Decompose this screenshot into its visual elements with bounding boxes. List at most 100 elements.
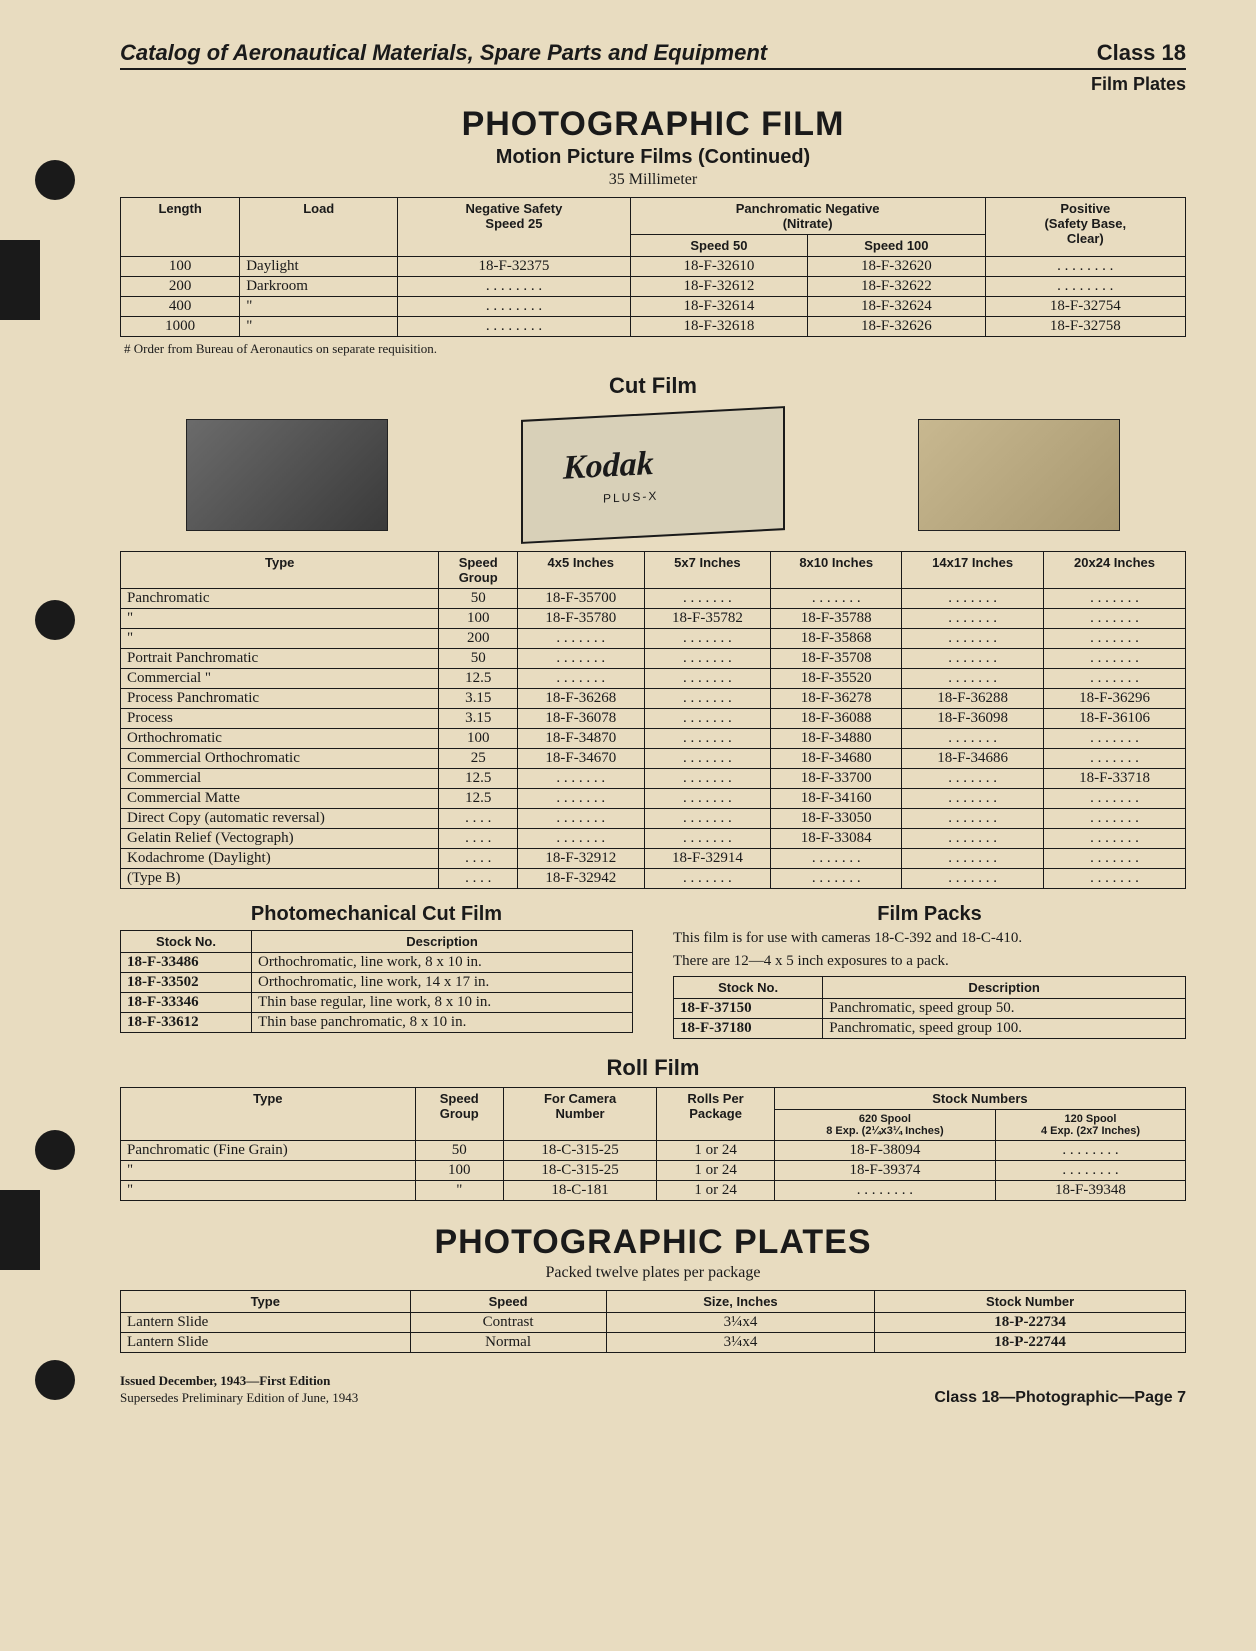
table-cell: 18-F-32758 [985,317,1185,337]
col-stock: Stock No. [674,977,823,999]
table-row: 400". . . . . . . .18-F-3261418-F-326241… [121,297,1186,317]
col-type: Type [121,1291,411,1313]
table-cell: . . . . . . . [644,769,771,789]
table-cell: 18-F-32754 [985,297,1185,317]
col-type: Type [121,552,439,589]
table-cell: 18-F-32914 [644,849,771,869]
table-cell: 18-C-181 [503,1181,656,1201]
table-cell: 3¼x4 [606,1333,875,1353]
table-row: Lantern SlideContrast3¼x418-P-22734 [121,1313,1186,1333]
col-8x10: 8x10 Inches [771,552,902,589]
col-camera: For Camera Number [503,1088,656,1141]
table-cell: Darkroom [240,277,398,297]
table-row: Gelatin Relief (Vectograph). . . .. . . … [121,829,1186,849]
film-pack-image [186,419,388,531]
table-cell: . . . . . . . [517,829,644,849]
table-cell: . . . . [439,809,518,829]
table-cell: Lantern Slide [121,1333,411,1353]
table-cell: . . . . [439,869,518,889]
table-cell: 18-F-36278 [771,689,902,709]
table-row: Panchromatic5018-F-35700. . . . . . .. .… [121,589,1186,609]
table-cell: " [121,1161,416,1181]
table-cell: Panchromatic, speed group 50. [823,999,1186,1019]
table-cell: . . . . . . . [644,869,771,889]
table-row: (Type B). . . .18-F-32942. . . . . . .. … [121,869,1186,889]
table-cell: . . . . . . . [1044,589,1186,609]
table-cell: . . . . . . . [1044,829,1186,849]
table-row: Direct Copy (automatic reversal). . . ..… [121,809,1186,829]
table-cell: 18-F-39348 [995,1181,1185,1201]
table-cell: 18-F-35780 [517,609,644,629]
table-footnote: # Order from Bureau of Aeronautics on se… [124,341,1186,357]
table-cell: Thin base panchromatic, 8 x 10 in. [252,1013,633,1033]
col-stock: Stock No. [121,931,252,953]
table-cell: . . . . . . . [517,769,644,789]
table-cell: 18-F-34160 [771,789,902,809]
table-cell: 18-F-35708 [771,649,902,669]
table-row: Portrait Panchromatic50 . . . . . . . . . … [121,649,1186,669]
table-cell: 1000 [121,317,240,337]
table-cell: 18-F-34670 [517,749,644,769]
table-cell: 18-P-22734 [875,1313,1186,1333]
table-cell: 18-F-33612 [121,1013,252,1033]
table-cell: 18-F-34870 [517,729,644,749]
table-cell: 3.15 [439,709,518,729]
table-cell: . . . . . . . . [774,1181,995,1201]
rollfilm-title: Roll Film [120,1055,1186,1081]
table-cell: 18-F-34680 [771,749,902,769]
table-cell: 18-F-33346 [121,993,252,1013]
table-cell: 25 [439,749,518,769]
table-row: 18-F-37150Panchromatic, speed group 50. [674,999,1186,1019]
filmpacks-desc2: There are 12—4 x 5 inch exposures to a p… [673,953,1186,970]
table-cell: 18-F-32626 [808,317,985,337]
table-row: Lantern SlideNormal3¼x418-P-22744 [121,1333,1186,1353]
table-cell: Kodachrome (Daylight) [121,849,439,869]
table-cell: 3¼x4 [606,1313,875,1333]
kodak-box-image: PLUS-X [521,406,785,544]
table-cell: 18-F-37150 [674,999,823,1019]
table-cell: . . . . . . . [644,589,771,609]
table-cell: . . . . . . . [902,789,1044,809]
table-cell: 18-F-39374 [774,1161,995,1181]
table-cell: 18-F-36268 [517,689,644,709]
col-stocknums: Stock Numbers [774,1088,1185,1110]
table-cell: . . . . . . . [644,809,771,829]
table-cell: 18-F-32942 [517,869,644,889]
table-cell: 50 [439,649,518,669]
table-row: Process Panchromatic3.1518-F-36268. . . … [121,689,1186,709]
punch-hole-icon [35,600,75,640]
motion-picture-table: Length Load Negative Safety Speed 25 Pan… [120,197,1186,337]
table-cell: . . . . . . . [644,629,771,649]
table-row: ""18-C-1811 or 24. . . . . . . .18-F-393… [121,1181,1186,1201]
table-cell: 200 [121,277,240,297]
table-cell: 50 [439,589,518,609]
footer-page-ref: Class 18—Photographic—Page 7 [934,1389,1186,1407]
table-cell: . . . . . . . [1044,729,1186,749]
table-cell: Portrait Panchromatic [121,649,439,669]
col-load: Load [240,198,398,257]
table-cell: . . . . . . . [517,789,644,809]
col-stock: Stock Number [875,1291,1186,1313]
film-box-image [918,419,1120,531]
table-cell: Contrast [410,1313,606,1333]
table-cell: 12.5 [439,669,518,689]
table-cell: . . . . . . . [644,689,771,709]
table-row: Kodachrome (Daylight). . . .18-F-3291218… [121,849,1186,869]
table-cell: " [415,1181,503,1201]
table-cell: . . . . . . . [902,669,1044,689]
col-rolls: Rolls Per Package [657,1088,775,1141]
table-cell: . . . . . . . [644,649,771,669]
table-cell: . . . . . . . [902,809,1044,829]
table-cell: Direct Copy (automatic reversal) [121,809,439,829]
table-cell: 18-F-36088 [771,709,902,729]
table-cell: . . . . . . . [902,829,1044,849]
table-cell: 18-F-33050 [771,809,902,829]
table-cell: 18-P-22744 [875,1333,1186,1353]
table-cell: . . . . . . . . [995,1161,1185,1181]
table-cell: Panchromatic [121,589,439,609]
table-cell: " [121,609,439,629]
table-cell: 18-F-35868 [771,629,902,649]
table-cell: . . . . . . . [1044,649,1186,669]
table-cell: Daylight [240,257,398,277]
table-row: 100Daylight18-F-3237518-F-3261018-F-3262… [121,257,1186,277]
